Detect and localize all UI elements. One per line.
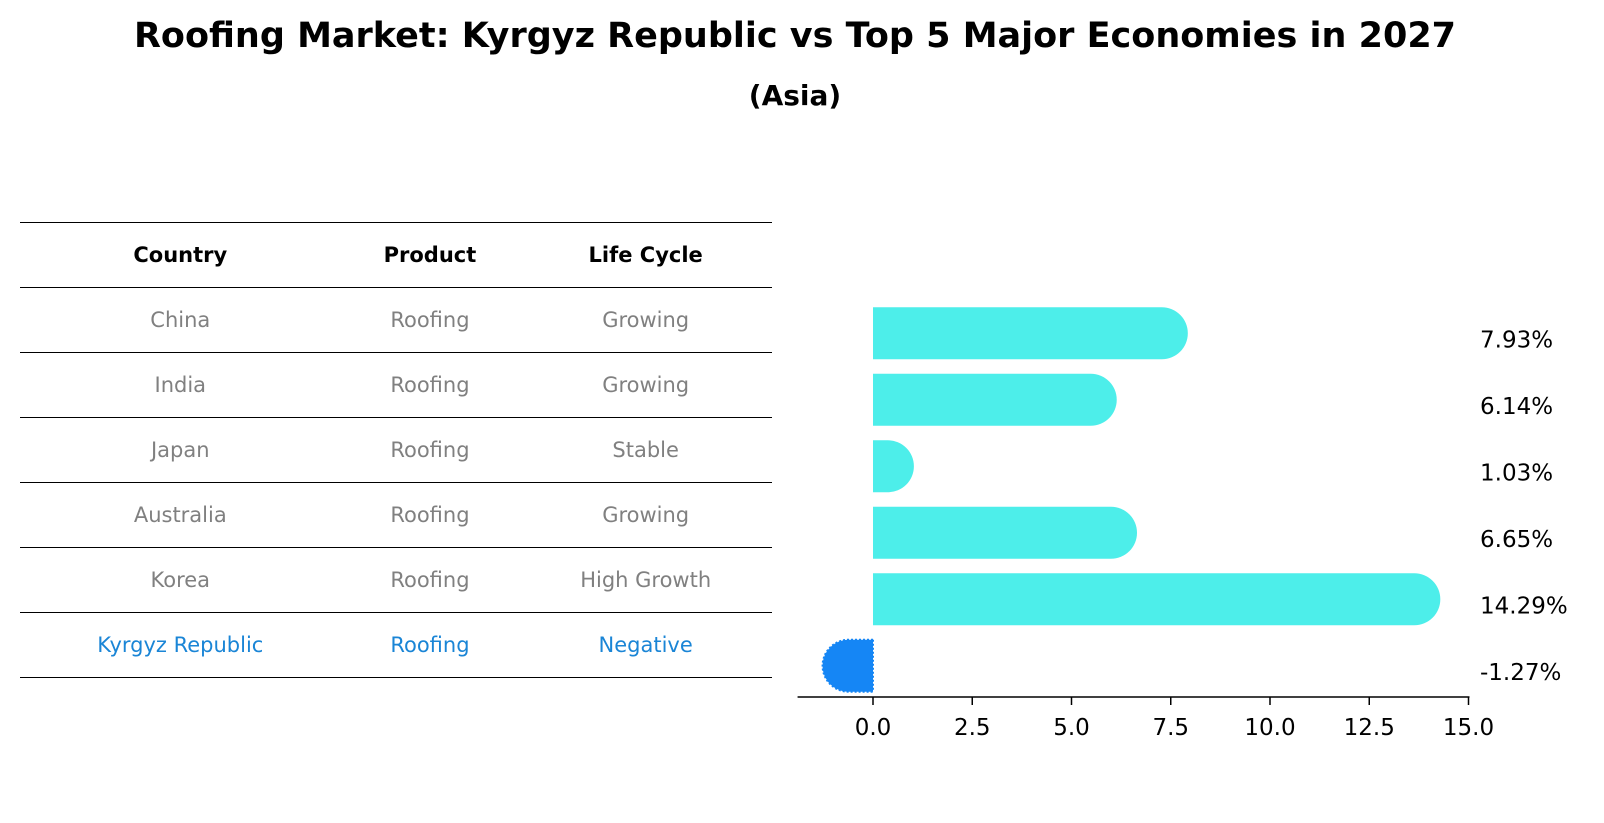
cell-product: Roofing <box>340 287 520 353</box>
x-tick-label: 15.0 <box>1443 715 1494 741</box>
cell-life-cycle: Stable <box>519 417 772 483</box>
table-row: Japan Roofing Stable <box>20 417 772 483</box>
value-label-india: 6.14% <box>1480 394 1553 420</box>
cell-product: Roofing <box>340 352 520 418</box>
value-label-korea: 14.29% <box>1480 593 1568 619</box>
table-row: Australia Roofing Growing <box>20 482 772 548</box>
table-header-row: Country Product Life Cycle <box>20 222 772 288</box>
value-label-kyrgyz-republic: -1.27% <box>1480 660 1561 686</box>
bar-outline-kyrgyz-republic <box>821 638 873 693</box>
cell-product: Roofing <box>340 612 520 678</box>
header-life-cycle: Life Cycle <box>519 222 772 288</box>
cell-product: Roofing <box>340 417 520 483</box>
bar-india <box>873 373 1117 426</box>
x-tick-label: 10.0 <box>1244 715 1295 741</box>
chart-subtitle: (Asia) <box>748 79 842 112</box>
value-label-china: 7.93% <box>1480 327 1553 353</box>
bar-australia <box>873 506 1138 559</box>
table-row-highlighted: Kyrgyz Republic Roofing Negative <box>20 612 772 678</box>
market-table: Country Product Life Cycle China Roofing… <box>20 222 772 678</box>
x-tick-label: 5.0 <box>1053 715 1090 741</box>
cell-product: Roofing <box>340 482 520 548</box>
value-label-australia: 6.65% <box>1480 527 1553 553</box>
cell-country: Korea <box>20 547 341 613</box>
cell-life-cycle: Growing <box>519 352 772 418</box>
cell-country: India <box>20 352 341 418</box>
x-tick-label: 12.5 <box>1344 715 1395 741</box>
header-country: Country <box>20 222 341 288</box>
chart-title: Roofing Market: Kyrgyz Republic vs Top 5… <box>133 16 1457 56</box>
cell-country: China <box>20 287 341 353</box>
cell-life-cycle: High Growth <box>519 547 772 613</box>
table-row: India Roofing Growing <box>20 352 772 418</box>
bar-korea <box>873 573 1441 626</box>
cell-country: Kyrgyz Republic <box>20 612 341 678</box>
table-row: China Roofing Growing <box>20 287 772 353</box>
bar-kyrgyz-republic <box>822 639 873 692</box>
x-tick-label: 2.5 <box>954 715 991 741</box>
table-row: Korea Roofing High Growth <box>20 547 772 613</box>
header-product: Product <box>340 222 520 288</box>
value-label-japan: 1.03% <box>1480 460 1553 486</box>
cell-life-cycle: Growing <box>519 287 772 353</box>
x-tick-label: 7.5 <box>1152 715 1189 741</box>
cell-life-cycle: Negative <box>519 612 772 678</box>
cell-life-cycle: Growing <box>519 482 772 548</box>
bar-china <box>873 307 1188 360</box>
x-tick-label: 0.0 <box>855 715 892 741</box>
bar-japan <box>873 440 914 493</box>
cell-country: Australia <box>20 482 341 548</box>
cell-country: Japan <box>20 417 341 483</box>
cell-product: Roofing <box>340 547 520 613</box>
